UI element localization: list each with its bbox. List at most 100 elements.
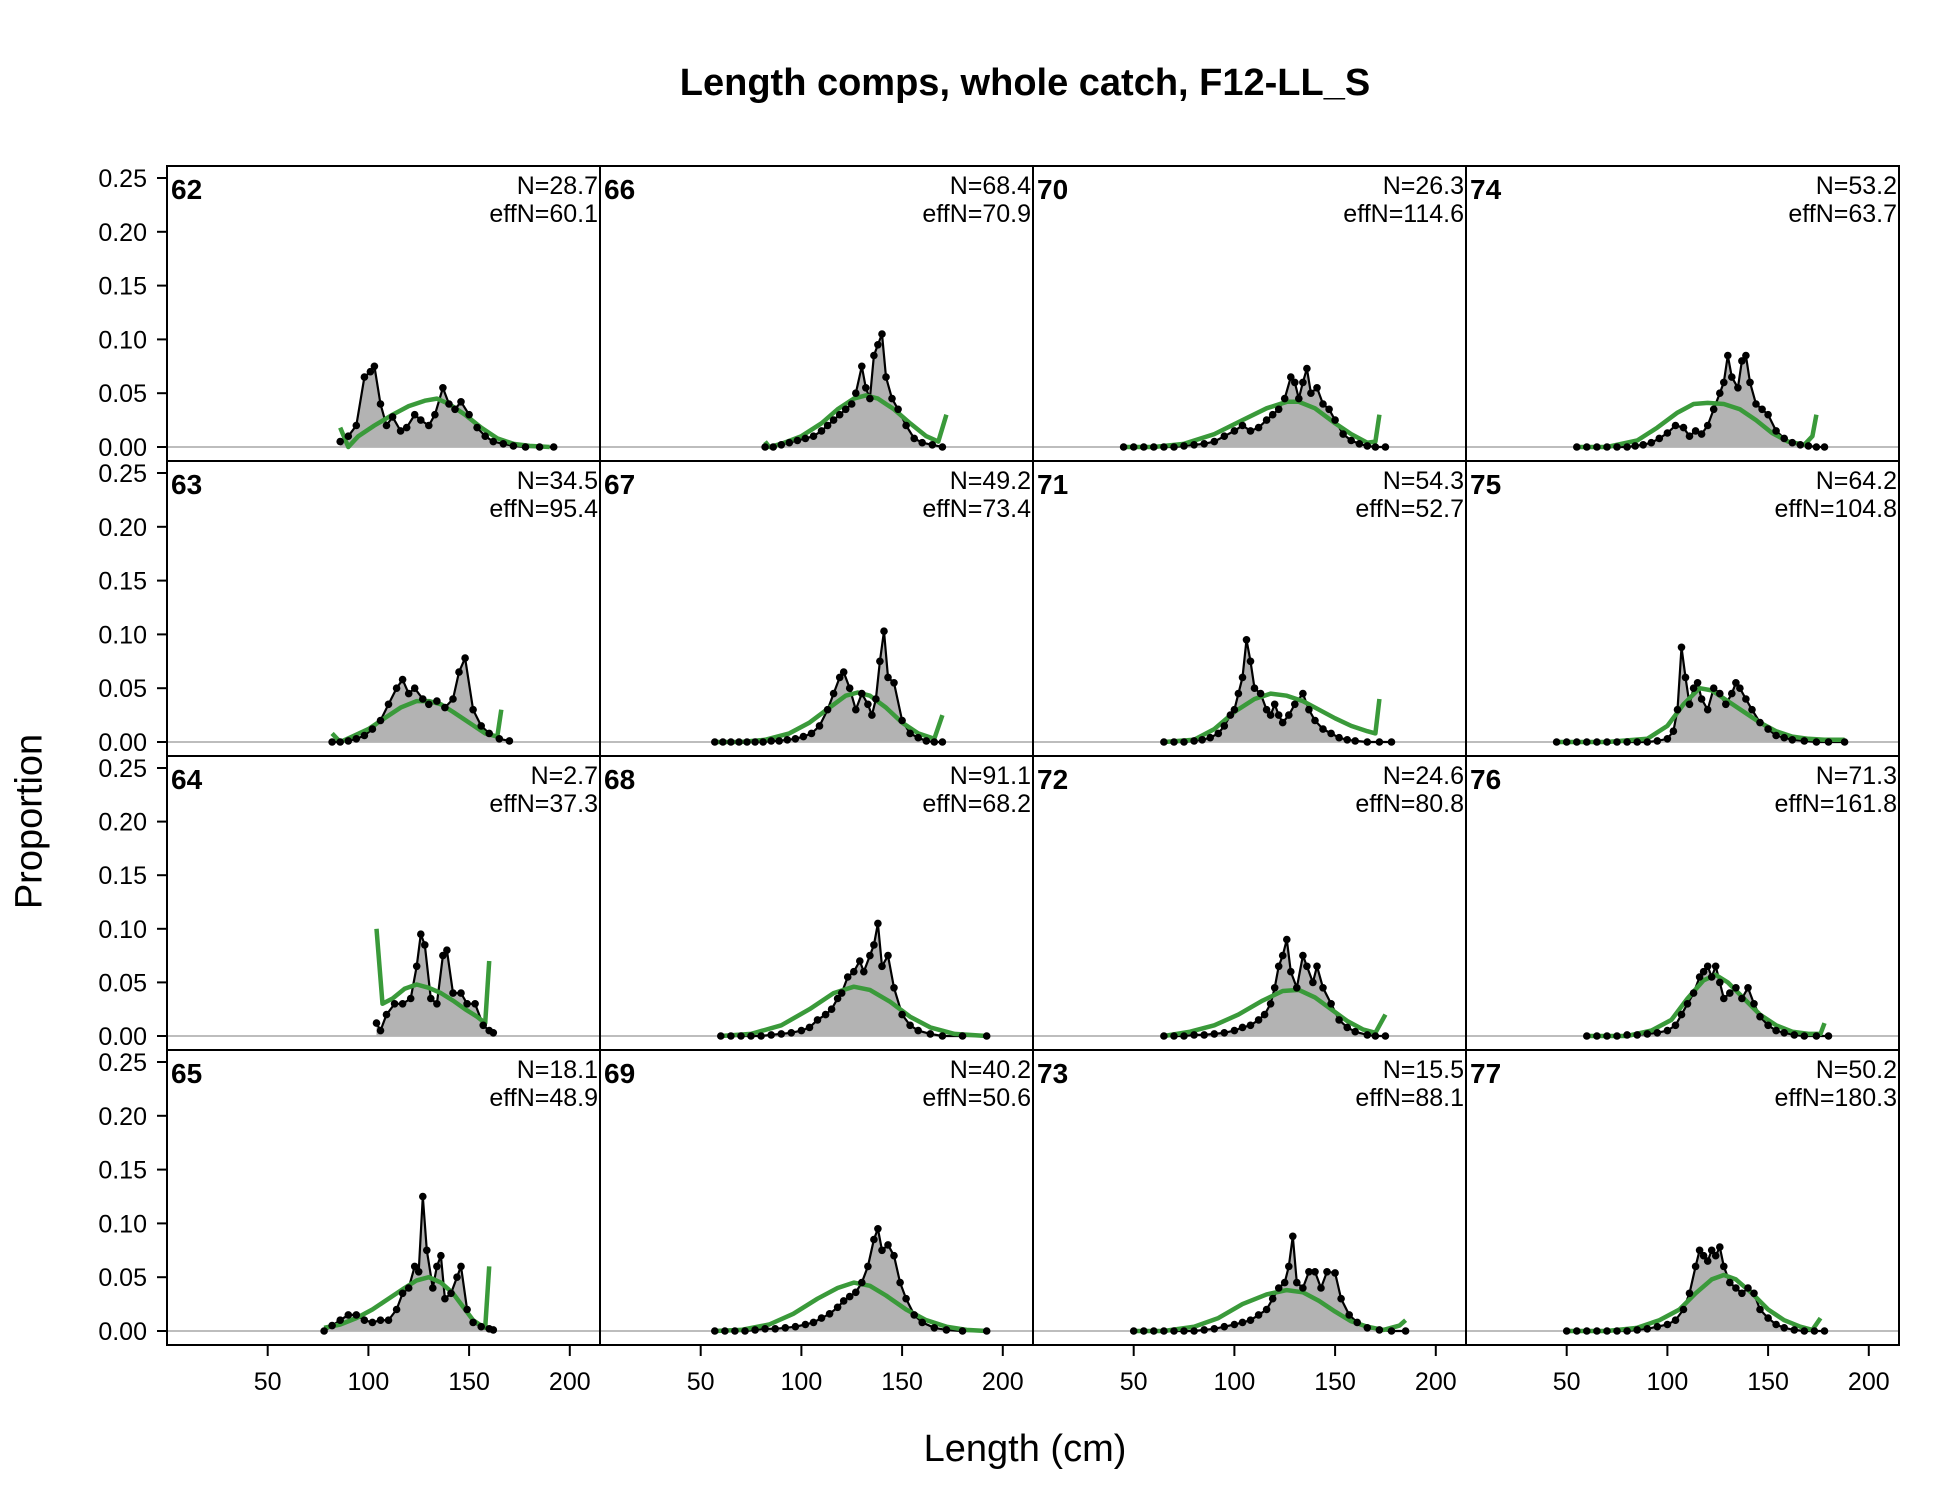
observed-point: [1593, 1032, 1601, 1040]
observed-point: [1238, 673, 1247, 682]
observed-point: [868, 711, 876, 719]
observed-point: [751, 738, 759, 746]
observed-area: [1163, 639, 1392, 742]
observed-point: [1744, 1284, 1752, 1292]
observed-point: [1335, 1016, 1343, 1024]
observed-point: [711, 738, 719, 746]
observed-point: [1287, 373, 1295, 381]
observed-point: [1633, 738, 1641, 746]
x-tick-label: 50: [254, 1368, 282, 1396]
observed-point: [884, 1241, 892, 1249]
observed-point: [1331, 1269, 1339, 1277]
observed-point: [1643, 1030, 1652, 1038]
observed-point: [1347, 436, 1355, 445]
observed-point: [360, 731, 369, 740]
observed-point: [781, 1324, 790, 1332]
x-tick-label: 100: [1647, 1368, 1689, 1396]
observed-point: [775, 737, 783, 745]
observed-point: [860, 967, 868, 976]
observed-point: [910, 1311, 918, 1319]
observed-point: [437, 1251, 445, 1260]
observed-point: [1337, 1294, 1345, 1303]
observed-point: [463, 1305, 471, 1314]
observed-point: [1355, 440, 1364, 448]
observed-point: [1214, 729, 1223, 738]
observed-point: [721, 1327, 729, 1335]
observed-point: [1732, 1284, 1740, 1292]
observed-point: [787, 1029, 796, 1037]
y-tick-label: 0.00: [98, 434, 147, 462]
observed-point: [1287, 967, 1295, 976]
observed-point: [1254, 1016, 1263, 1024]
observed-point: [465, 410, 473, 419]
panel-n: N=50.2: [1816, 1056, 1897, 1084]
panel-n: N=53.2: [1816, 172, 1897, 200]
observed-point: [1119, 443, 1128, 451]
observed-point: [453, 1273, 461, 1281]
observed-point: [1262, 705, 1271, 714]
panel-n: N=28.7: [517, 172, 598, 200]
observed-point: [1180, 1032, 1188, 1040]
observed-point: [1238, 421, 1247, 430]
observed-point: [473, 423, 481, 432]
observed-point: [1758, 405, 1766, 414]
panel-effn: effN=73.4: [922, 495, 1031, 523]
y-tick-label: 0.20: [98, 514, 147, 542]
panel-n: N=34.5: [517, 467, 598, 495]
panel-effn: effN=63.7: [1788, 200, 1897, 228]
observed-point: [872, 695, 880, 703]
observed-point: [767, 1031, 775, 1039]
observed-point: [938, 1032, 947, 1040]
observed-point: [1291, 378, 1299, 387]
observed-point: [1756, 718, 1764, 727]
observed-point: [1613, 1327, 1621, 1335]
observed-point: [1170, 1032, 1178, 1040]
observed-point: [1562, 1327, 1571, 1335]
panel-n: N=18.1: [517, 1056, 598, 1084]
observed-point: [1160, 738, 1168, 746]
observed-point: [1170, 1327, 1178, 1335]
observed-point: [1278, 718, 1287, 727]
observed-point: [1234, 689, 1243, 698]
observed-point: [1562, 738, 1571, 746]
observed-point: [384, 1316, 393, 1324]
observed-point: [1583, 443, 1591, 451]
observed-point: [827, 1005, 836, 1013]
observed-point: [910, 434, 918, 443]
observed-point: [336, 437, 345, 446]
observed-point: [382, 421, 391, 430]
observed-point: [799, 732, 808, 741]
observed-point: [1311, 1268, 1319, 1276]
observed-point: [1716, 1243, 1724, 1251]
expected-line: [323, 1266, 492, 1331]
observed-point: [1200, 1031, 1208, 1039]
expected-line: [763, 393, 949, 450]
observed-point: [805, 1023, 814, 1032]
observed-point: [1583, 738, 1591, 746]
observed-point: [1363, 1031, 1372, 1039]
observed-area: [1123, 368, 1386, 447]
observed-point: [1772, 731, 1780, 740]
observed-point: [1339, 430, 1347, 438]
panel-label: 71: [1037, 469, 1068, 500]
expected-line: [720, 984, 987, 1039]
observed-point: [1129, 443, 1138, 451]
panel-effn: effN=180.3: [1774, 1084, 1897, 1112]
observed-point: [398, 1289, 407, 1298]
observed-point: [1623, 1327, 1631, 1335]
x-tick-label: 200: [982, 1368, 1024, 1396]
observed-point: [390, 1000, 399, 1008]
observed-point: [1742, 351, 1750, 360]
observed-point: [888, 394, 896, 403]
observed-point: [858, 1278, 866, 1287]
observed-point: [1764, 725, 1772, 733]
y-tick-label: 0.25: [98, 460, 147, 488]
observed-point: [344, 737, 353, 745]
observed-area: [765, 334, 943, 447]
observed-point: [741, 1327, 749, 1335]
observed-point: [398, 1000, 407, 1008]
panel-n: N=24.6: [1383, 762, 1464, 790]
observed-point: [1695, 973, 1704, 981]
observed-point: [1573, 738, 1581, 746]
observed-point: [1613, 738, 1621, 746]
